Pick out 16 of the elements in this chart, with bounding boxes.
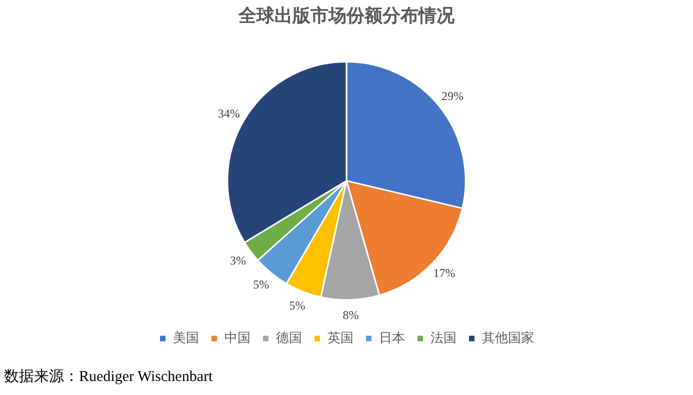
data-label: 3% — [230, 253, 246, 268]
data-label: 8% — [342, 308, 359, 322]
source-note: 数据来源：Ruediger Wischenbart — [4, 368, 213, 386]
data-label: 5% — [289, 298, 306, 313]
legend-label: 英国 — [327, 330, 354, 345]
legend-label: 美国 — [172, 330, 199, 345]
data-label: 5% — [253, 278, 270, 292]
data-label: 29% — [441, 89, 464, 104]
legend-label: 法国 — [430, 330, 456, 345]
data-label: 34% — [218, 106, 240, 121]
data-label: 17% — [433, 266, 456, 280]
legend-label: 中国 — [224, 330, 250, 345]
legend-label: 德国 — [276, 330, 302, 345]
chart-title: 全球出版市场份额分布情况 — [238, 5, 456, 26]
legend-label: 日本 — [378, 330, 405, 345]
legend-label: 其他国家 — [482, 330, 534, 345]
